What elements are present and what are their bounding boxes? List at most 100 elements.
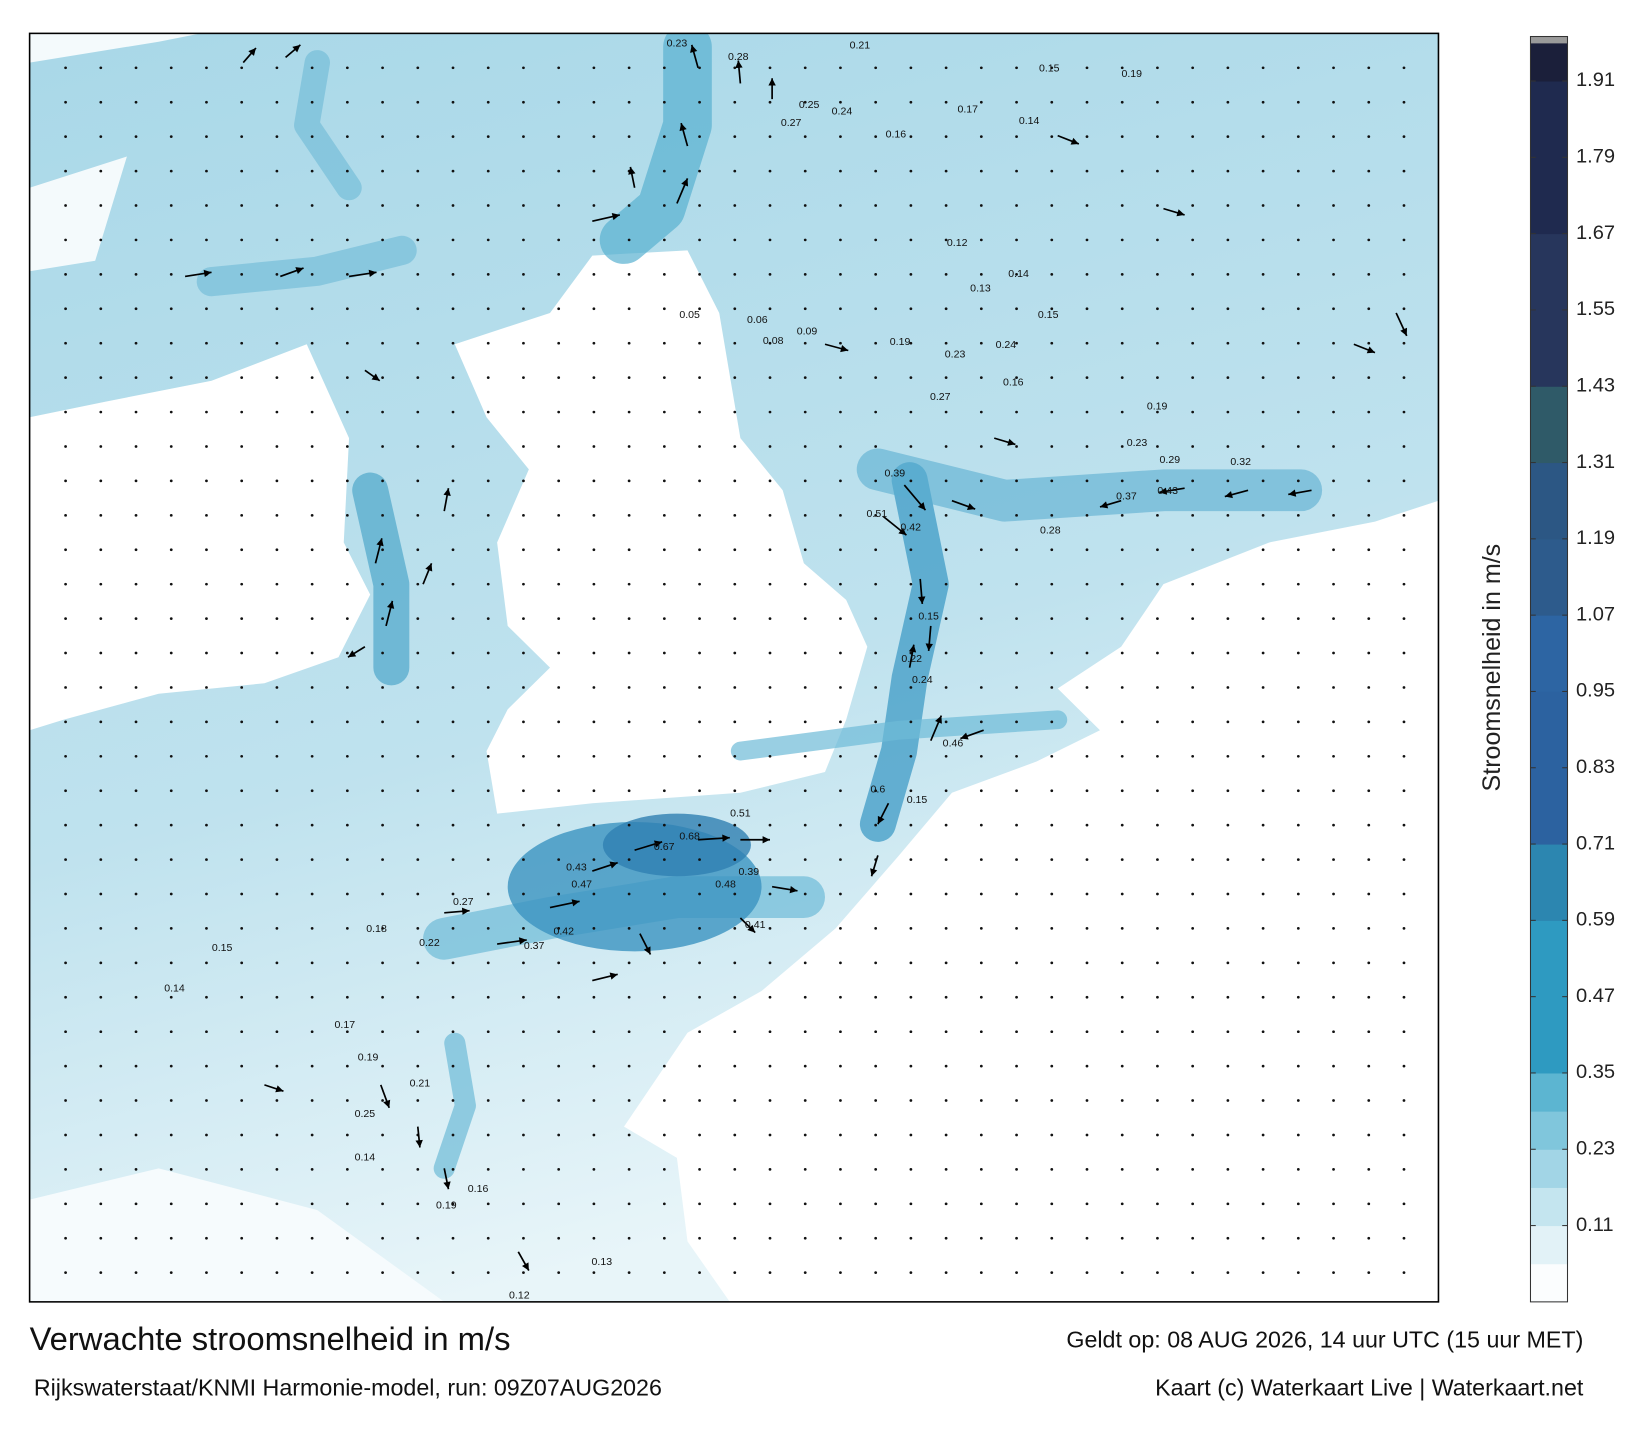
- grid-dot: [1050, 1271, 1054, 1275]
- grid-dot: [557, 651, 561, 655]
- grid-dot: [803, 135, 807, 139]
- grid-dot: [698, 617, 701, 620]
- grid-dot: [768, 204, 772, 207]
- grid-dot: [1156, 204, 1159, 207]
- grid-dot: [909, 307, 913, 311]
- grid-dot: [909, 1133, 913, 1137]
- grid-dot: [874, 513, 878, 517]
- grid-dot: [627, 1168, 631, 1171]
- grid-dot: [169, 1271, 173, 1275]
- grid-dot: [627, 754, 631, 758]
- grid-dot: [1050, 582, 1054, 586]
- grid-dot: [451, 307, 455, 311]
- grid-dot: [803, 238, 807, 242]
- grid-dot: [416, 479, 420, 483]
- arrow-head: [203, 269, 212, 278]
- grid-dot: [1085, 927, 1089, 930]
- grid-dot: [416, 927, 420, 930]
- grid-dot: [416, 410, 420, 414]
- grid-dot: [275, 927, 279, 930]
- grid-dot: [1120, 204, 1124, 207]
- arrow-head: [1366, 346, 1375, 354]
- grid-dot: [979, 100, 983, 104]
- grid-dot: [1156, 858, 1159, 861]
- current-label: 0.32: [1230, 456, 1251, 468]
- grid-dot: [1367, 582, 1371, 586]
- grid-dot: [1120, 617, 1124, 620]
- grid-dot: [909, 169, 913, 173]
- grid-dot: [909, 100, 913, 104]
- current-label: 0.19: [358, 1052, 379, 1064]
- grid-dot: [874, 341, 878, 345]
- grid-dot: [1402, 341, 1406, 345]
- grid-dot: [1402, 617, 1406, 620]
- grid-dot: [310, 995, 314, 999]
- grid-dot: [99, 789, 103, 793]
- current-label: 0.14: [1019, 115, 1040, 127]
- grid-dot: [1332, 1099, 1335, 1102]
- arrow-head: [966, 503, 976, 511]
- grid-dot: [592, 1030, 596, 1034]
- grid-dot: [345, 961, 349, 965]
- grid-dot: [134, 892, 138, 896]
- grid-dot: [698, 272, 701, 276]
- grid-dot: [1191, 1202, 1195, 1206]
- grid-dot: [1226, 651, 1230, 655]
- grid-dot: [1191, 169, 1195, 173]
- grid-dot: [134, 582, 138, 586]
- grid-dot: [944, 823, 948, 827]
- grid-dot: [381, 1030, 384, 1034]
- grid-dot: [99, 754, 103, 758]
- grid-dot: [64, 307, 67, 311]
- grid-dot: [1085, 479, 1089, 483]
- grid-dot: [1191, 582, 1195, 586]
- grid-dot: [1261, 341, 1265, 345]
- grid-dot: [169, 1133, 173, 1137]
- grid-dot: [557, 169, 561, 173]
- grid-dot: [1191, 789, 1195, 793]
- grid-dot: [944, 1168, 948, 1171]
- grid-dot: [979, 1168, 983, 1171]
- grid-dot: [381, 1202, 384, 1206]
- grid-dot: [1226, 513, 1230, 517]
- grid-dot: [1191, 376, 1195, 379]
- grid-dot: [979, 892, 983, 896]
- colorbar-frame: [1529, 35, 1569, 1303]
- grid-dot: [486, 858, 490, 861]
- grid-dot: [1367, 238, 1371, 242]
- grid-dot: [275, 169, 279, 173]
- grid-dot: [1015, 376, 1018, 379]
- grid-dot: [733, 995, 737, 999]
- grid-dot: [64, 651, 67, 655]
- grid-dot: [1402, 479, 1406, 483]
- grid-dot: [99, 376, 103, 379]
- grid-dot: [1402, 513, 1406, 517]
- grid-dot: [486, 995, 490, 999]
- grid-dot: [1085, 1168, 1089, 1171]
- grid-dot: [99, 617, 103, 620]
- grid-dot: [310, 1030, 314, 1034]
- grid-dot: [522, 1030, 525, 1034]
- grid-dot: [944, 169, 948, 173]
- grid-dot: [662, 307, 666, 311]
- grid-dot: [839, 204, 842, 207]
- grid-dot: [134, 445, 138, 448]
- colorbar: 0.110.230.350.470.590.710.830.951.071.19…: [1529, 35, 1615, 1303]
- grid-dot: [1226, 720, 1230, 724]
- grid-dot: [1015, 272, 1018, 276]
- grid-dot: [1226, 754, 1230, 758]
- grid-dot: [944, 720, 948, 724]
- arrow-head: [681, 178, 689, 187]
- grid-dot: [169, 1168, 173, 1171]
- grid-dot: [99, 445, 103, 448]
- grid-dot: [1402, 1064, 1406, 1068]
- grid-dot: [1085, 1202, 1089, 1206]
- grid-dot: [662, 341, 666, 345]
- grid-dot: [1156, 135, 1159, 139]
- grid-dot: [205, 720, 208, 724]
- grid-dot: [627, 892, 631, 896]
- grid-dot: [1367, 789, 1371, 793]
- grid-dot: [557, 1099, 561, 1102]
- grid-dot: [310, 1202, 314, 1206]
- grid-dot: [486, 1168, 490, 1171]
